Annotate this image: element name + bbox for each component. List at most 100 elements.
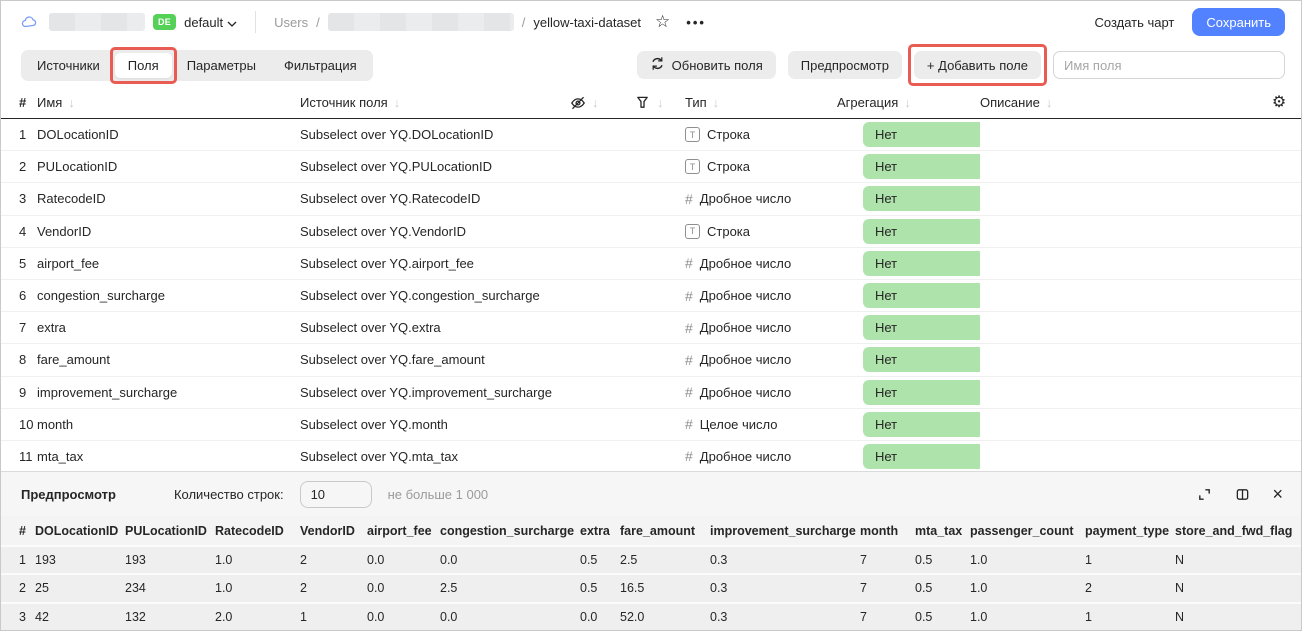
favorite-star-icon[interactable]: ☆ (655, 12, 671, 31)
fields-table: # Имя ↓ Источник поля ↓ ↓ ↓ Тип ↓ (1, 87, 1301, 474)
field-type: # Дробное число (685, 448, 792, 465)
preview-cell: 7 (860, 546, 915, 576)
preview-cell: 2.5 (440, 574, 580, 604)
field-source: Subselect over YQ.congestion_surcharge (300, 288, 540, 304)
field-aggregation[interactable]: Нет (837, 250, 980, 276)
split-view-icon[interactable] (1234, 486, 1250, 502)
sort-arrow-icon[interactable]: ↓ (1045, 95, 1053, 110)
tab-фильтрация[interactable]: Фильтрация (284, 57, 357, 73)
field-row[interactable]: 5 airport_fee Subselect over YQ.airport_fe… (1, 248, 1301, 280)
field-name[interactable]: DOLocationID (37, 127, 119, 143)
sort-arrow-icon[interactable]: ↓ (712, 95, 720, 110)
toggle-preview-button[interactable]: Предпросмотр (787, 51, 902, 79)
preview-cell: 132 (125, 602, 215, 630)
field-aggregation[interactable]: Нет (837, 283, 980, 309)
preview-col-header: airport_fee (367, 516, 440, 547)
rows-count-input[interactable] (299, 480, 372, 508)
field-name-search-input[interactable] (1053, 51, 1285, 79)
field-row[interactable]: 11 mta_tax Subselect over YQ.mta_tax # Дробн… (1, 441, 1301, 474)
sort-arrow-icon[interactable]: ↓ (657, 95, 664, 110)
field-name[interactable]: airport_fee (37, 255, 100, 271)
field-row[interactable]: 6 congestion_surcharge Subselect over YQ.c… (1, 280, 1301, 313)
preview-cell: 0.3 (710, 546, 860, 576)
field-aggregation[interactable]: Нет (837, 186, 980, 212)
field-aggregation[interactable]: Нет (837, 379, 980, 405)
sort-arrow-icon[interactable]: ↓ (393, 95, 401, 110)
fields-table-body: 1 DOLocationID Subselect over YQ.DOLocatio… (1, 119, 1301, 474)
col-type[interactable]: Тип ↓ (685, 95, 720, 110)
sort-arrow-icon[interactable]: ↓ (592, 95, 599, 110)
string-type-icon: T (685, 223, 700, 239)
field-type: # Дробное число (685, 190, 792, 207)
field-name[interactable]: mta_tax (37, 448, 84, 464)
close-preview-icon[interactable]: × (1272, 484, 1283, 504)
breadcrumb-users[interactable]: Users (274, 14, 309, 30)
more-menu-icon[interactable]: ••• (686, 14, 706, 30)
field-name[interactable]: congestion_surcharge (37, 288, 165, 304)
preview-cell: 193 (35, 546, 125, 576)
tab-параметры[interactable]: Параметры (186, 57, 256, 73)
number-type-icon: # (685, 384, 693, 401)
field-aggregation[interactable]: Нет (837, 122, 980, 148)
col-name[interactable]: Имя ↓ (37, 95, 75, 110)
tab-поля[interactable]: Поля (109, 46, 177, 84)
chevron-down-icon (227, 15, 237, 30)
field-row[interactable]: 4 VendorID Subselect over YQ.VendorID T Стро… (1, 216, 1301, 248)
string-type-icon: T (685, 127, 700, 143)
col-hidden[interactable]: ↓ (570, 95, 635, 111)
fields-toolbar: Обновить поля Предпросмотр + Добавить по… (636, 44, 1285, 86)
field-row[interactable]: 10 month Subselect over YQ.month # Целое чис… (1, 409, 1301, 441)
refresh-fields-button[interactable]: Обновить поля (636, 51, 776, 79)
field-row[interactable]: 8 fare_amount Subselect over YQ.fare_amoun… (1, 344, 1301, 377)
col-aggregation[interactable]: Агрегация ↓ (837, 95, 911, 110)
field-source: Subselect over YQ.extra (300, 320, 441, 336)
col-description[interactable]: Описание ↓ (980, 95, 1053, 110)
field-name[interactable]: fare_amount (37, 352, 110, 368)
preview-cell: 0.0 (367, 546, 440, 576)
preview-cell: N (1175, 574, 1301, 604)
tab-toolbar-row: Источники Поля Параметры Фильтрация Обновит… (1, 43, 1301, 87)
col-filter[interactable]: ↓ (635, 95, 685, 111)
preview-cell: 0.3 (710, 574, 860, 604)
expand-preview-icon[interactable] (1196, 486, 1212, 502)
preview-cell: 0.3 (710, 602, 860, 630)
field-index: 1 (19, 127, 27, 143)
col-source[interactable]: Источник поля ↓ (300, 95, 401, 110)
preview-row: 1 193 193 1.0 2 0.0 0.0 0.5 2.5 0.3 7 0.5 1.0 1 N (1, 546, 1301, 576)
field-aggregation[interactable]: Нет (837, 154, 980, 180)
field-aggregation[interactable]: Нет (837, 315, 980, 341)
preview-cell: 1.0 (970, 574, 1085, 604)
field-aggregation[interactable]: Нет (837, 218, 980, 244)
field-name[interactable]: improvement_surcharge (37, 384, 178, 400)
field-aggregation[interactable]: Нет (837, 347, 980, 373)
field-name[interactable]: RatecodeID (37, 191, 106, 207)
preview-col-header: VendorID (300, 516, 367, 547)
field-row[interactable]: 3 RatecodeID Subselect over YQ.RatecodeID #… (1, 183, 1301, 216)
field-aggregation[interactable]: Нет (837, 411, 980, 437)
preview-cell: 1 (1085, 546, 1175, 576)
field-row[interactable]: 1 DOLocationID Subselect over YQ.DOLocatio… (1, 119, 1301, 152)
field-name[interactable]: extra (37, 320, 66, 336)
save-button[interactable]: Сохранить (1192, 8, 1285, 36)
preview-cell: 16.5 (620, 574, 710, 604)
field-name[interactable]: PULocationID (37, 159, 118, 175)
field-aggregation[interactable]: Нет (837, 443, 980, 469)
breadcrumb-separator: / (521, 14, 526, 30)
field-row[interactable]: 7 extra Subselect over YQ.extra # Дробное чи… (1, 312, 1301, 345)
sort-arrow-icon[interactable]: ↓ (904, 95, 911, 110)
field-name[interactable]: VendorID (37, 223, 92, 239)
preview-col-header: month (860, 516, 915, 547)
field-name[interactable]: month (37, 416, 74, 432)
env-selector[interactable]: default (184, 15, 237, 30)
preview-col-header: congestion_surcharge (440, 516, 580, 547)
preview-cell: 0.5 (580, 546, 620, 576)
table-settings-gear-icon[interactable]: ⚙ (1271, 93, 1287, 111)
field-source: Subselect over YQ.month (300, 416, 448, 432)
create-chart-button[interactable]: Создать чарт (1094, 14, 1175, 30)
sort-arrow-icon[interactable]: ↓ (68, 95, 75, 110)
add-field-button[interactable]: + Добавить поле (907, 44, 1047, 86)
field-row[interactable]: 2 PULocationID Subselect over YQ.PULocatio… (1, 151, 1301, 184)
tab-источники[interactable]: Источники (37, 57, 100, 73)
field-row[interactable]: 9 improvement_surcharge Subselect over YQ.… (1, 377, 1301, 409)
preview-col-header: PULocationID (125, 516, 215, 547)
